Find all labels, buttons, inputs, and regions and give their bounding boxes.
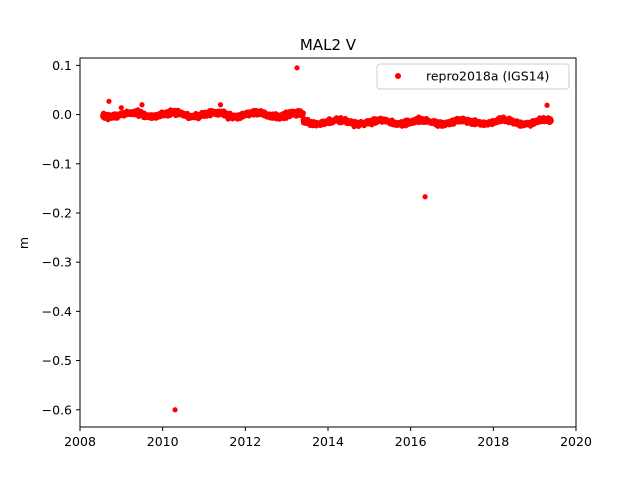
data-point [294,65,300,71]
legend-label: repro2018a (IGS14) [426,69,549,84]
data-point [300,110,306,116]
x-tick-label: 2014 [312,434,344,449]
data-point [422,194,428,200]
x-tick-label: 2018 [477,434,509,449]
x-tick-label: 2016 [395,434,427,449]
x-tick-label: 2020 [560,434,592,449]
data-point [544,102,550,108]
y-tick-label: −0.6 [42,402,72,417]
legend: repro2018a (IGS14) [376,63,570,90]
y-axis-label: m [16,237,31,249]
x-tick-label: 2010 [147,434,179,449]
x-tick-label: 2012 [229,434,261,449]
data-point [217,102,224,108]
data-point [548,117,554,124]
legend-box [376,63,570,90]
y-tick-label: −0.2 [42,205,72,220]
y-axis: 0.1 0.0 −0.1 −0.2 −0.3 −0.4 −0.5 −0.6 [42,58,80,417]
data-point [139,102,145,108]
y-tick-label: −0.3 [42,255,72,270]
y-tick-label: 0.1 [52,58,72,73]
chart-title: MAL2 V [300,36,357,54]
y-tick-label: 0.0 [52,107,72,122]
data-point [106,98,112,104]
data-point [172,407,178,413]
y-tick-label: −0.4 [42,304,72,319]
data-points [100,65,554,413]
legend-marker [395,73,401,79]
y-tick-label: −0.1 [42,156,72,171]
x-axis: 2008 2010 2012 2014 2016 2018 2020 [64,427,592,449]
y-tick-label: −0.5 [42,353,72,368]
data-point [118,105,124,111]
x-tick-label: 2008 [64,434,96,449]
